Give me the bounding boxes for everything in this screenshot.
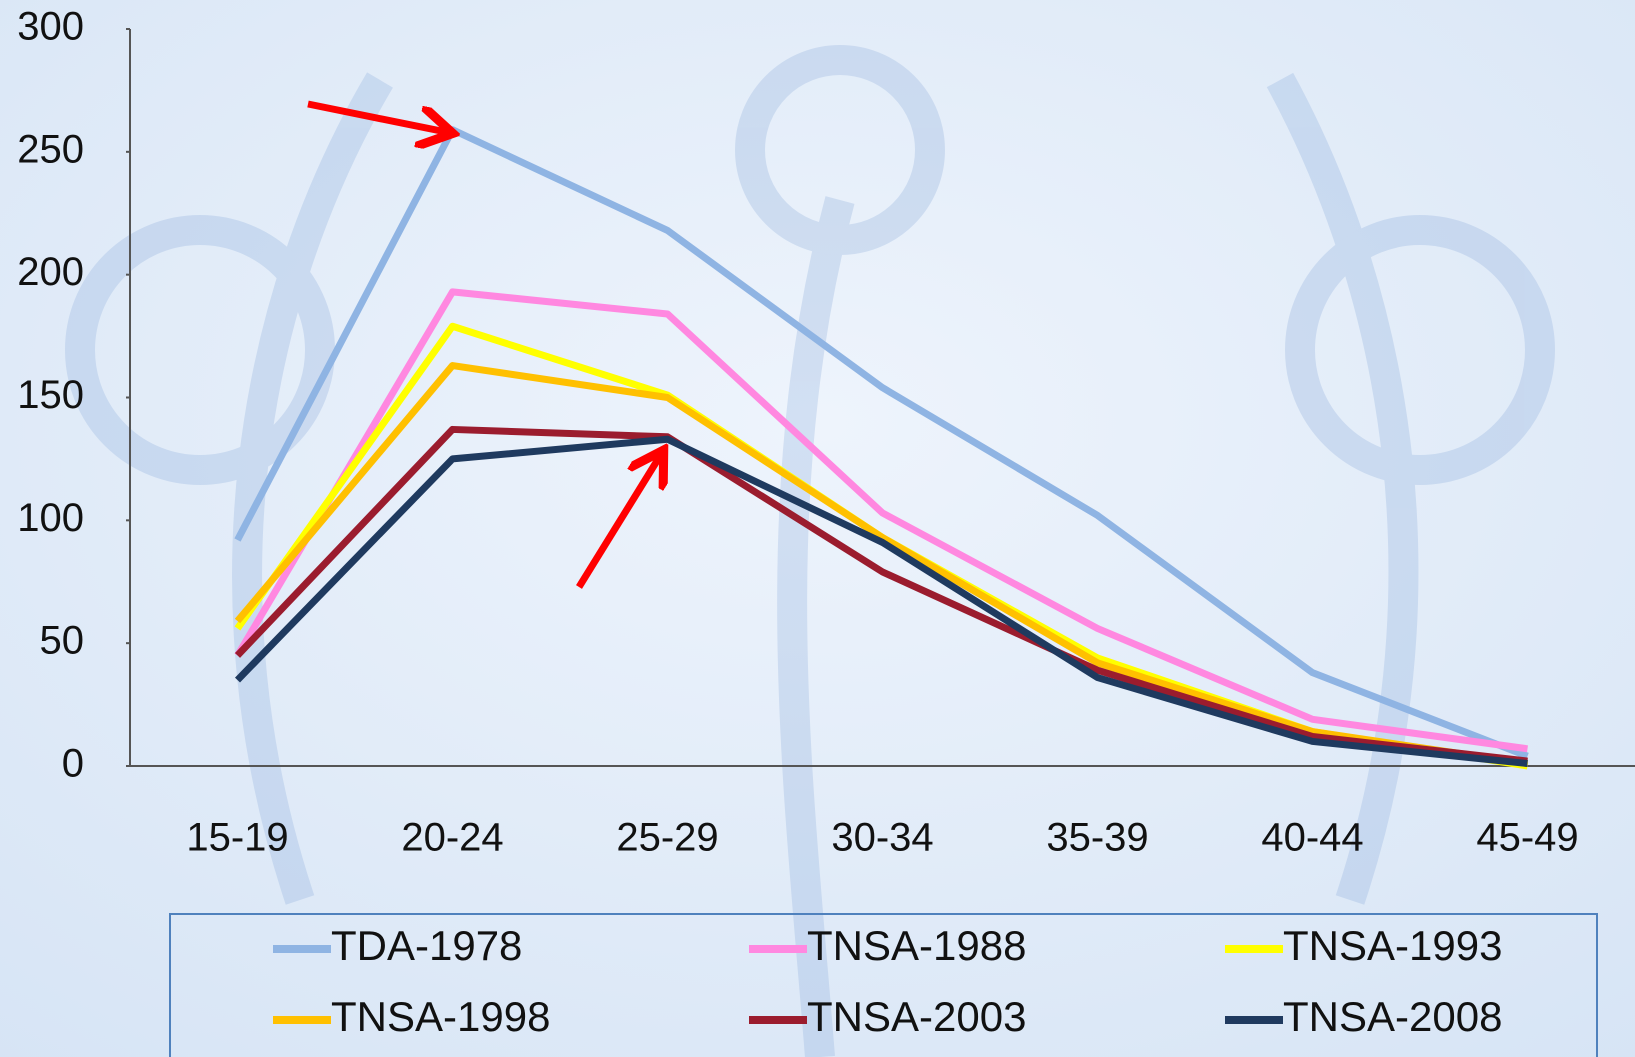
background-pattern	[65, 45, 1555, 1057]
y-tick-label: 100	[17, 496, 84, 540]
legend-label: TNSA-1998	[331, 993, 550, 1040]
legend-label: TNSA-2008	[1283, 993, 1502, 1040]
y-tick-label: 250	[17, 127, 84, 171]
x-tick-label: 30-34	[831, 816, 933, 860]
x-tick-label: 25-29	[616, 816, 718, 860]
legend-label: TNSA-1988	[807, 922, 1026, 969]
y-tick-label: 50	[40, 619, 85, 663]
x-tick-label: 20-24	[401, 816, 503, 860]
x-tick-label: 45-49	[1476, 816, 1578, 860]
x-tick-label: 15-19	[186, 816, 288, 860]
legend-label: TDA-1978	[331, 922, 522, 969]
y-tick-label: 300	[17, 5, 84, 49]
y-tick-label: 0	[62, 742, 84, 786]
legend-label: TNSA-2003	[807, 993, 1026, 1040]
y-tick-label: 150	[17, 373, 84, 417]
series-line	[234, 362, 1529, 768]
series-line	[234, 425, 1528, 765]
legend-label: TNSA-1993	[1283, 922, 1502, 969]
series-line	[234, 435, 1528, 768]
annotation-arrow	[576, 456, 660, 589]
series-line	[234, 288, 1528, 753]
y-tick-label: 200	[17, 250, 84, 294]
annotation-arrow	[307, 100, 446, 132]
x-tick-label: 40-44	[1261, 816, 1363, 860]
x-tick-label: 35-39	[1046, 816, 1148, 860]
legend	[169, 913, 1598, 1057]
